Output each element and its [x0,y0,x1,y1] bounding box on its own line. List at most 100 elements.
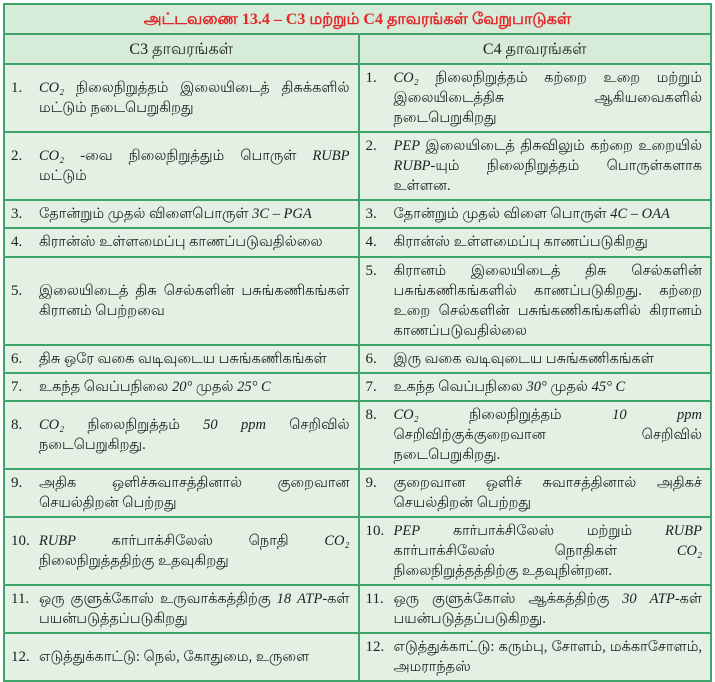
c3-cell: 12. எடுத்துக்காட்டு: நெல், கோதுமை, உருளை [5,634,358,680]
c3-cell-text: எடுத்துக்காட்டு: நெல், கோதுமை, உருளை [39,648,310,665]
c3-cell-inner: 8. CO₂ நிலைநிறுத்தம் 50 ppm செறிவில் நடை… [11,415,350,455]
c4-cell-text: கிரான்ஸ் உள்ளமைப்பு காணப்படுகிறது [393,234,648,251]
table-header-row: C3 தாவரங்கள் C4 தாவரங்கள் [5,35,711,66]
row-number: 9. [11,474,23,491]
c3-cell-inner: 2. CO₂ -வை நிலைநிறுத்தும் பொருள் RUBP மட… [11,146,350,186]
c3-cell: 10. RUBP கார்பாக்சிலேஸ் நொதி CO₂ நிலைநிற… [5,518,358,584]
table-row: 9. அதிக ஒளிச்சுவாசத்தினால் குறைவான செயல்… [5,469,711,518]
c4-cell-inner: 12. எடுத்துக்காட்டு: கரும்பு, சோளம், மக்… [366,637,703,677]
c3-cell-inner: 10. RUBP கார்பாக்சிலேஸ் நொதி CO₂ நிலைநிற… [11,531,350,571]
c4-cell-text: தோன்றும் முதல் விளை பொருள் 4C – OAA [393,206,670,223]
c3-cell-text: CO₂ நிலைநிறுத்தம் இலையிடைத் திசுக்களில் … [39,80,350,117]
row-number: 12. [365,638,385,655]
row-number: 10. [11,532,30,549]
c3-cell-text: இலையிடைத் திசு செல்களின் பசுங்கணிகங்கள் … [39,282,350,319]
c3-cell-inner: 6. திசு ஒரே வகை வடிவுடைய பசுங்கணிகங்கள் [11,349,350,369]
c3-cell-text: அதிக ஒளிச்சுவாசத்தினால் குறைவான செயல்திற… [39,474,350,511]
c3-cell-inner: 9. அதிக ஒளிச்சுவாசத்தினால் குறைவான செயல்… [11,473,350,513]
table-row: 5. இலையிடைத் திசு செல்களின் பசுங்கணிகங்க… [5,257,711,346]
comparison-table: அட்டவணை 13.4 – C3 மற்றும் C4 தாவரங்கள் வ… [3,3,712,682]
row-number: 5. [365,262,377,279]
row-number: 1. [365,70,377,87]
row-number: 8. [365,406,377,423]
c3-cell: 6. திசு ஒரே வகை வடிவுடைய பசுங்கணிகங்கள் [5,346,358,372]
c4-cell: 12. எடுத்துக்காட்டு: கரும்பு, சோளம், மக்… [357,633,711,680]
c4-cell-inner: 11. ஒரு குளுக்கோஸ் ஆக்கத்திற்கு 30 ATP-க… [366,589,703,629]
c3-cell: 9. அதிக ஒளிச்சுவாசத்தினால் குறைவான செயல்… [5,470,358,516]
c3-cell-text: RUBP கார்பாக்சிலேஸ் நொதி CO₂ நிலைநிறுத்த… [39,532,350,569]
row-number: 9. [365,474,377,491]
row-number: 2. [11,148,23,165]
row-number: 7. [11,378,23,395]
c4-cell-text: உகந்த வெப்பநிலை 30° முதல் 45° C [393,378,626,395]
c3-cell-text: கிரான்ஸ் உள்ளமைப்பு காணப்படுவதில்லை [39,234,323,251]
table-row: 7. உகந்த வெப்பநிலை 20° முதல் 25° C 7. உக… [5,373,711,402]
c4-cell: 4. கிரான்ஸ் உள்ளமைப்பு காணப்படுகிறது [357,229,711,256]
c3-cell: 1. CO₂ நிலைநிறுத்தம் இலையிடைத் திசுக்களி… [5,65,358,131]
c4-cell: 9. குறைவான ஒளிச் சுவாசத்தினால் அதிகச் செ… [357,469,711,516]
row-number: 3. [365,206,377,223]
c4-cell-text: இரு வகை வடிவுடைய பசுங்கணிகங்கள் [393,350,654,367]
c4-cell-text: எடுத்துக்காட்டு: கரும்பு, சோளம், மக்காசோ… [393,638,703,675]
c4-cell-inner: 2. PEP இலையிடைத் திசுவிலும் கற்றை உறையில… [366,136,703,196]
row-number: 10. [365,522,385,539]
row-number: 5. [11,282,23,299]
row-number: 6. [365,350,377,367]
c3-cell-inner: 7. உகந்த வெப்பநிலை 20° முதல் 25° C [11,377,350,397]
row-number: 4. [11,234,23,251]
c4-cell-inner: 3. தோன்றும் முதல் விளை பொருள் 4C – OAA [366,204,703,224]
c4-cell: 11. ஒரு குளுக்கோஸ் ஆக்கத்திற்கு 30 ATP-க… [357,585,711,632]
c4-cell-text: கிரானம் இலையிடைத் திசு செல்களின் பசுங்கண… [393,262,703,339]
c4-cell: 7. உகந்த வெப்பநிலை 30° முதல் 45° C [357,373,711,400]
c4-cell: 6. இரு வகை வடிவுடைய பசுங்கணிகங்கள் [357,345,711,372]
table-row: 8. CO₂ நிலைநிறுத்தம் 50 ppm செறிவில் நடை… [5,401,711,470]
c3-cell-text: ஒரு குளுக்கோஸ் உருவாக்கத்திற்கு 18 ATP-க… [39,590,350,627]
column-header-c4: C4 தாவரங்கள் [357,35,711,64]
c4-cell-text: குறைவான ஒளிச் சுவாசத்தினால் அதிகச் செயல்… [393,474,703,511]
c4-cell-text: ஒரு குளுக்கோஸ் ஆக்கத்திற்கு 30 ATP-கள் ப… [393,590,703,627]
c4-cell-inner: 1. CO₂ நிலைநிறுத்தம் கற்றை உறை மற்றும் இ… [366,68,703,128]
row-number: 4. [365,234,377,251]
table-row: 12. எடுத்துக்காட்டு: நெல், கோதுமை, உருளை… [5,633,711,680]
c4-cell: 1. CO₂ நிலைநிறுத்தம் கற்றை உறை மற்றும் இ… [357,65,711,132]
c3-cell: 11. ஒரு குளுக்கோஸ் உருவாக்கத்திற்கு 18 A… [5,586,358,632]
c3-cell-inner: 5. இலையிடைத் திசு செல்களின் பசுங்கணிகங்க… [11,281,350,321]
row-number: 11. [365,590,384,607]
c3-cell-inner: 1. CO₂ நிலைநிறுத்தம் இலையிடைத் திசுக்களி… [11,78,350,118]
c4-cell-text: PEP இலையிடைத் திசுவிலும் கற்றை உறையில் R… [393,138,703,195]
c3-cell: 4. கிரான்ஸ் உள்ளமைப்பு காணப்படுவதில்லை [5,229,358,255]
c3-cell: 8. CO₂ நிலைநிறுத்தம் 50 ppm செறிவில் நடை… [5,402,358,468]
c3-cell-inner: 11. ஒரு குளுக்கோஸ் உருவாக்கத்திற்கு 18 A… [11,589,350,629]
row-number: 6. [11,350,23,367]
row-number: 3. [11,206,23,223]
c4-cell: 8. CO₂ நிலைநிறுத்தம் 10 ppm செறிவிற்குக்… [357,401,711,468]
row-number: 12. [11,648,30,665]
table-row: 11. ஒரு குளுக்கோஸ் உருவாக்கத்திற்கு 18 A… [5,585,711,634]
c4-cell: 5. கிரானம் இலையிடைத் திசு செல்களின் பசுங… [357,257,711,344]
c4-cell-text: CO₂ நிலைநிறுத்தம் 10 ppm செறிவிற்குக்குற… [393,406,703,463]
c3-cell-text: CO₂ -வை நிலைநிறுத்தும் பொருள் RUBP மட்டு… [39,148,350,185]
table-row: 3. தோன்றும் முதல் விளைபொருள் 3C – PGA 3.… [5,201,711,230]
c3-cell-text: உகந்த வெப்பநிலை 20° முதல் 25° C [39,378,271,395]
c4-cell-text: CO₂ நிலைநிறுத்தம் கற்றை உறை மற்றும் இலைய… [393,70,703,127]
c4-cell-inner: 8. CO₂ நிலைநிறுத்தம் 10 ppm செறிவிற்குக்… [366,405,703,465]
c4-cell-inner: 6. இரு வகை வடிவுடைய பசுங்கணிகங்கள் [366,349,703,369]
c3-cell: 2. CO₂ -வை நிலைநிறுத்தும் பொருள் RUBP மட… [5,133,358,199]
c3-cell: 3. தோன்றும் முதல் விளைபொருள் 3C – PGA [5,201,358,227]
c4-cell-text: PEP கார்பாக்சிலேஸ் மற்றும் RUBP கார்பாக்… [393,522,703,579]
c3-cell-inner: 12. எடுத்துக்காட்டு: நெல், கோதுமை, உருளை [11,647,350,667]
c3-cell: 7. உகந்த வெப்பநிலை 20° முதல் 25° C [5,374,358,400]
row-number: 2. [365,138,377,155]
c4-cell-inner: 7. உகந்த வெப்பநிலை 30° முதல் 45° C [366,377,703,397]
table-row: 4. கிரான்ஸ் உள்ளமைப்பு காணப்படுவதில்லை 4… [5,229,711,258]
c3-cell-text: திசு ஒரே வகை வடிவுடைய பசுங்கணிகங்கள் [39,350,327,367]
table-body: 1. CO₂ நிலைநிறுத்தம் இலையிடைத் திசுக்களி… [5,65,711,680]
c4-cell: 3. தோன்றும் முதல் விளை பொருள் 4C – OAA [357,201,711,228]
c4-cell-inner: 4. கிரான்ஸ் உள்ளமைப்பு காணப்படுகிறது [366,232,703,252]
table-row: 6. திசு ஒரே வகை வடிவுடைய பசுங்கணிகங்கள் … [5,345,711,374]
row-number: 7. [365,378,377,395]
table-row: 2. CO₂ -வை நிலைநிறுத்தும் பொருள் RUBP மட… [5,133,710,202]
c3-cell-text: CO₂ நிலைநிறுத்தம் 50 ppm செறிவில் நடைபெற… [39,416,350,453]
c3-cell-text: தோன்றும் முதல் விளைபொருள் 3C – PGA [39,206,312,223]
c4-cell-inner: 10. PEP கார்பாக்சிலேஸ் மற்றும் RUBP கார்… [366,521,703,581]
